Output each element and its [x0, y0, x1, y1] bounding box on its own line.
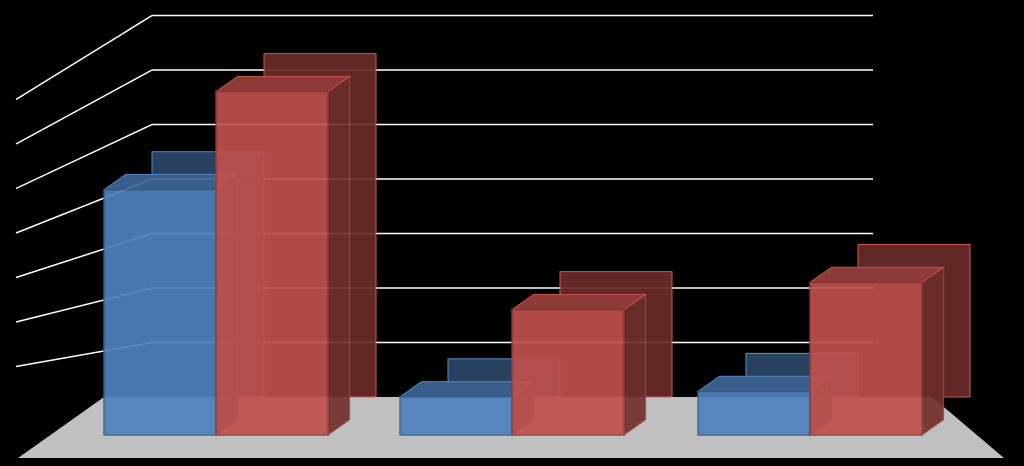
bar	[808, 243, 971, 436]
bar-front	[511, 308, 625, 436]
bar-front	[215, 90, 329, 436]
bar	[214, 53, 377, 436]
bar	[510, 271, 673, 436]
gridline-side	[15, 14, 153, 101]
bar-front	[103, 189, 217, 436]
bar-side	[623, 293, 647, 436]
gridline-side	[15, 123, 153, 190]
bar-front	[809, 281, 923, 436]
bar-front	[697, 390, 811, 436]
bar-top	[214, 75, 352, 93]
bar-top	[510, 293, 648, 311]
bar-top	[808, 266, 946, 283]
bar-side	[921, 266, 945, 436]
gridline-side	[15, 69, 153, 145]
bar-front	[399, 396, 513, 436]
bar-side	[327, 75, 351, 436]
bars	[102, 53, 971, 436]
